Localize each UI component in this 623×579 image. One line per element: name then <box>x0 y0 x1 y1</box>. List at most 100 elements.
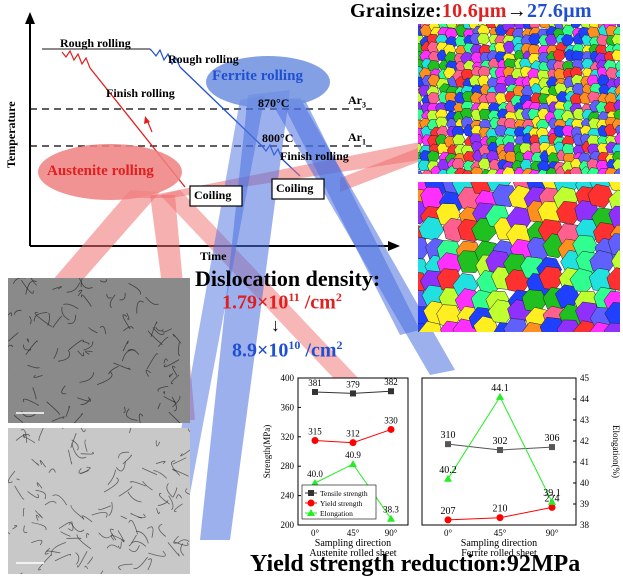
dislocation-line <box>136 530 149 544</box>
data-point <box>496 392 504 400</box>
grain-cell <box>556 200 582 225</box>
dislocation-line <box>145 296 159 305</box>
y-tick-label: 43 <box>580 415 590 425</box>
y-tick-label: 44 <box>580 394 590 404</box>
dislocation-line <box>79 278 93 289</box>
data-label: 40.9 <box>345 450 361 460</box>
dislocation-line <box>147 526 154 538</box>
dislocation-line <box>109 294 116 309</box>
dislocation-line <box>98 505 111 511</box>
dislocation-line <box>58 349 71 362</box>
x-axis-label: Sampling direction <box>461 538 537 549</box>
dislocation-line <box>172 365 178 376</box>
data-point <box>445 441 451 448</box>
chart-austenite: 200 240 280 320 360 400 0° 45° 90°Sampling direc… <box>262 373 409 558</box>
dislocation-line <box>131 541 147 547</box>
data-point <box>388 388 394 395</box>
dislocation-line <box>82 341 90 345</box>
rough-rolling-label-1: Rough rolling <box>60 36 131 50</box>
grain-cell <box>418 170 423 174</box>
austenite-band-tem1 <box>40 190 160 300</box>
grain-cell <box>614 84 620 97</box>
x-axis-label: Sampling direction <box>315 538 391 549</box>
grain-cell <box>587 183 614 209</box>
dislocation-line <box>158 523 166 537</box>
dislocation-line <box>63 303 79 309</box>
dislocation-line <box>157 500 169 506</box>
coiling-box-1 <box>189 185 243 207</box>
dislocation-line <box>68 339 84 351</box>
dislocation-line <box>157 336 169 348</box>
dislocation-line <box>8 344 13 348</box>
ar1-subscript: 1 <box>362 137 366 147</box>
y-tick-label: 38 <box>580 520 590 530</box>
dislocation-line <box>80 451 95 455</box>
data-point <box>497 447 503 454</box>
dislocation-line <box>103 477 119 493</box>
dislocation-line <box>115 461 126 472</box>
ar3-text: Ar <box>348 93 362 107</box>
y-tick-label: 41 <box>580 457 589 467</box>
dislocation-line <box>8 531 11 535</box>
dislocation-line <box>21 411 36 418</box>
dislocation-line <box>123 406 126 413</box>
dislocation-line <box>96 371 113 385</box>
data-label: 381 <box>308 378 322 388</box>
finish-rolling-label-1: Finish rolling <box>106 86 175 100</box>
y-tick-label: 40 <box>580 478 590 488</box>
tem-image-ferrite <box>8 428 190 574</box>
dislocation-line <box>162 328 172 333</box>
dislocation-line <box>163 391 166 395</box>
grain-cell <box>418 321 443 332</box>
grain-cell <box>528 169 541 174</box>
dislocation-line <box>70 433 77 448</box>
dislocation-line <box>142 480 153 491</box>
chart-subtitle: Ferrite rolled sheet <box>461 548 537 558</box>
austenite-rolling-label: Austenite rolling <box>47 163 154 179</box>
dislocation-line <box>100 570 104 574</box>
legend-label: Yield strength <box>320 499 363 508</box>
dislocation-line <box>32 387 37 400</box>
disl-v1-unit-exp: 2 <box>335 290 342 304</box>
dislocation-line <box>111 535 125 542</box>
dislocation-value-austenite: 1.79×1011 /cm2 <box>222 290 342 315</box>
grain-cell <box>608 182 620 192</box>
dislocation-line <box>185 488 190 495</box>
data-point <box>311 436 319 444</box>
dislocation-line <box>155 326 164 332</box>
dislocation-line <box>16 478 20 481</box>
dislocation-line <box>108 502 113 516</box>
grain-cell <box>427 92 441 105</box>
grain-cell <box>539 24 552 29</box>
ebsd-map-ferrite <box>418 182 620 332</box>
dislocation-line <box>12 525 18 530</box>
rough-rolling-label-2: Rough rolling <box>168 52 239 66</box>
disl-v2-unit-exp: 2 <box>336 338 343 352</box>
dislocation-line <box>168 411 181 423</box>
dislocation-line <box>163 358 168 364</box>
data-point <box>549 444 555 451</box>
data-label: 312 <box>346 429 360 439</box>
dislocation-line <box>46 401 60 415</box>
grain-cell <box>569 166 583 174</box>
dislocation-line <box>172 395 181 408</box>
grain-cell <box>486 168 499 174</box>
dislocation-line <box>84 565 89 570</box>
dislocation-line <box>80 398 91 405</box>
dislocation-line <box>99 279 108 283</box>
y-tick-label: 45 <box>580 373 590 383</box>
y-tick-label: 320 <box>281 432 295 442</box>
dislocation-line <box>83 341 94 351</box>
x-axis-arrow <box>388 241 400 251</box>
data-label: 44.1 <box>491 383 509 394</box>
dislocation-line <box>128 534 137 547</box>
grain-cell <box>613 99 620 112</box>
grain-cell <box>586 26 600 39</box>
dislocation-line <box>129 428 132 434</box>
yield-strength-title: Yield strength reduction:92MPa <box>250 551 581 577</box>
dislocation-line <box>54 553 71 562</box>
dislocation-line <box>113 362 131 370</box>
ar1-label: Ar1 <box>348 130 366 146</box>
x-tick-label: 90° <box>385 528 398 538</box>
data-label: 306 <box>545 433 560 444</box>
